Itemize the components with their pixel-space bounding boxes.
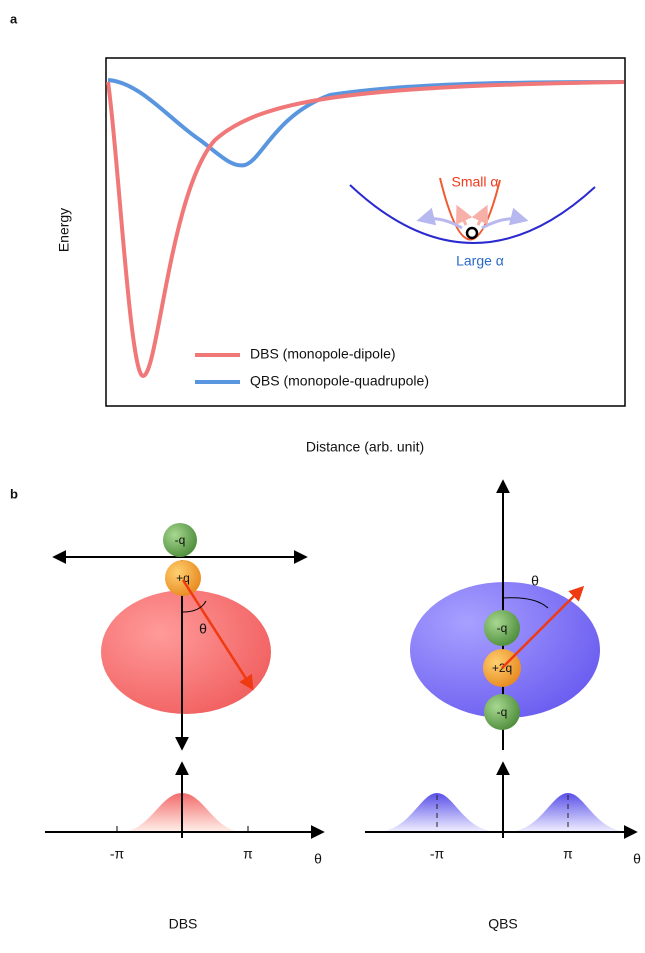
charge-label: -q bbox=[497, 621, 508, 635]
arrow bbox=[478, 208, 486, 225]
inset-label: Large α bbox=[456, 253, 504, 269]
tick-label: -π bbox=[110, 846, 125, 862]
axis-label: θ bbox=[633, 851, 641, 867]
legend-label: DBS (monopole-dipole) bbox=[250, 346, 396, 362]
figure: a Energy Distance (arb. unit) Small α La… bbox=[0, 0, 645, 948]
y-axis-label: Energy bbox=[56, 208, 72, 252]
axis-label: θ bbox=[314, 851, 322, 867]
dbs-curve bbox=[108, 82, 624, 376]
orbital bbox=[101, 590, 271, 714]
inset-label: Small α bbox=[452, 174, 499, 190]
arrow bbox=[458, 208, 466, 225]
angle-label: θ bbox=[199, 621, 207, 637]
panel-label: a bbox=[10, 11, 18, 26]
charge-label: -q bbox=[175, 533, 186, 547]
particle bbox=[467, 228, 477, 238]
charge-label: +q bbox=[176, 571, 190, 585]
x-axis-label: Distance (arb. unit) bbox=[306, 439, 424, 455]
panel-label: b bbox=[10, 486, 18, 501]
caption: DBS bbox=[169, 916, 198, 932]
tick-label: π bbox=[563, 846, 573, 862]
tick-label: -π bbox=[430, 846, 445, 862]
legend-label: QBS (monopole-quadrupole) bbox=[250, 373, 429, 389]
arrow bbox=[482, 219, 525, 228]
angle-label: θ bbox=[531, 573, 539, 589]
charge-label: +2q bbox=[492, 661, 512, 675]
charge-label: -q bbox=[497, 705, 508, 719]
caption: QBS bbox=[488, 916, 518, 932]
tick-label: π bbox=[243, 846, 253, 862]
